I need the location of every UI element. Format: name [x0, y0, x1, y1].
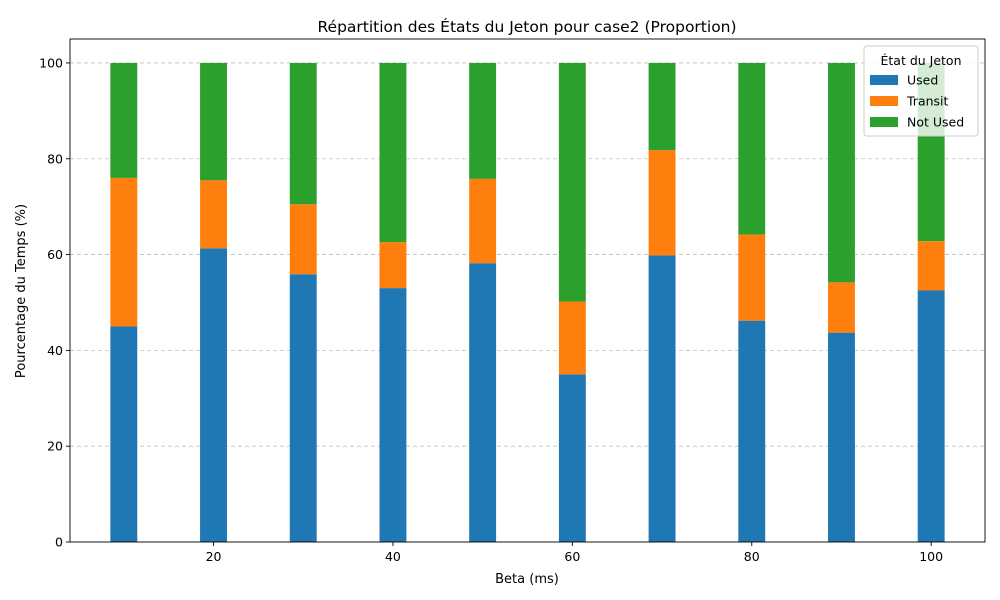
- legend-swatch-not-used: [870, 117, 898, 127]
- bar-transit: [379, 242, 407, 289]
- bar-used: [379, 288, 407, 542]
- bar-not-used: [738, 62, 766, 235]
- axes-layer: 0 20 40 60 80 100 20 40 60 80 100: [39, 38, 986, 564]
- bar-transit: [648, 150, 676, 256]
- legend-box: [863, 45, 979, 137]
- y-tick-label: 40: [47, 343, 63, 358]
- legend-swatch-transit: [870, 96, 898, 106]
- bar-not-used: [289, 62, 317, 205]
- x-tick-label: 100: [919, 549, 943, 564]
- bar-transit: [289, 204, 317, 275]
- bar-used: [469, 263, 497, 542]
- bar-not-used: [200, 62, 227, 181]
- bar-transit: [917, 241, 945, 291]
- y-tick-label: 20: [47, 439, 63, 454]
- bar-not-used: [379, 62, 407, 243]
- bar-used: [648, 255, 676, 542]
- bars-layer: [110, 62, 945, 542]
- bar-used: [110, 326, 138, 542]
- bar-used: [558, 374, 586, 542]
- chart-title: Répartition des États du Jeton pour case…: [317, 17, 736, 36]
- bar-not-used: [828, 62, 855, 283]
- bar-transit: [469, 178, 497, 264]
- bar-used: [917, 290, 945, 542]
- x-tick-label: 80: [744, 549, 760, 564]
- bar-used: [738, 320, 766, 542]
- x-axis-label: Beta (ms): [495, 572, 559, 587]
- bar-used: [200, 248, 227, 542]
- bar-not-used: [469, 62, 497, 179]
- x-tick-label: 60: [564, 549, 580, 564]
- bar-transit: [110, 177, 138, 327]
- y-tick-label: 0: [55, 535, 63, 550]
- legend-swatch-used: [870, 75, 898, 85]
- y-tick-label: 80: [47, 151, 63, 166]
- y-tick-label: 100: [39, 55, 63, 70]
- bar-transit: [200, 180, 227, 249]
- bar-not-used: [558, 62, 586, 302]
- legend-label-used: Used: [907, 73, 938, 88]
- x-tick-label: 20: [206, 549, 222, 564]
- x-tick-label: 40: [385, 549, 401, 564]
- legend-label-transit: Transit: [906, 94, 949, 109]
- bar-transit: [738, 234, 766, 321]
- bar-transit: [828, 282, 855, 333]
- bar-used: [828, 332, 855, 542]
- y-tick-label: 60: [47, 247, 63, 262]
- legend: État du Jeton Used Transit Not Used: [863, 45, 979, 137]
- bar-transit: [558, 301, 586, 375]
- bar-not-used: [110, 62, 138, 178]
- bar-used: [289, 274, 317, 542]
- legend-title: État du Jeton: [880, 53, 961, 68]
- plot-frame: [69, 38, 986, 543]
- bar-not-used: [648, 62, 676, 151]
- legend-label-not-used: Not Used: [907, 115, 964, 130]
- y-axis-label: Pourcentage du Temps (%): [14, 204, 29, 378]
